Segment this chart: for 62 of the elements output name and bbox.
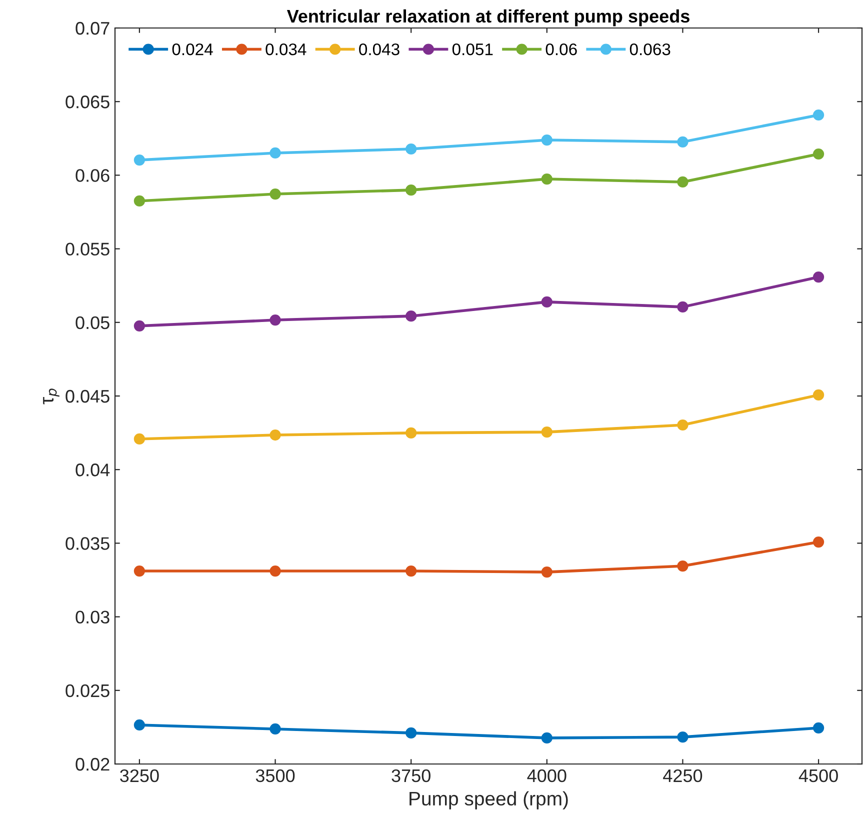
y-tick-label: 0.04 (76, 464, 110, 476)
point (406, 143, 417, 155)
point (541, 134, 552, 146)
point (134, 719, 146, 731)
legend-label: 0.06 (546, 43, 577, 56)
y-tick-label: 0.065 (66, 96, 110, 108)
point (541, 296, 552, 308)
y-tick-label: 0.025 (66, 684, 110, 698)
legend-label: 0.034 (266, 43, 306, 56)
x-tick-label: 3250 (120, 769, 159, 782)
point (406, 184, 417, 196)
point (541, 426, 552, 438)
legend-label: 0.024 (172, 43, 213, 56)
point (677, 301, 688, 312)
y-tick-label: 0.07 (76, 22, 110, 35)
point (270, 314, 281, 326)
point (812, 148, 824, 160)
x-tick-label: 4250 (663, 769, 702, 782)
y-tick-label: 0.045 (66, 390, 110, 403)
point (677, 136, 688, 148)
y-tick-label: 0.06 (76, 169, 110, 182)
chart-title: Ventricular relaxation at different pump speeds (286, 9, 690, 26)
point (270, 147, 281, 159)
y-tick-label: 0.055 (66, 242, 110, 256)
x-axis-title: Pump speed (rpm) (410, 791, 568, 810)
point (541, 732, 552, 744)
x-tick-label: 3500 (256, 769, 295, 782)
point (812, 536, 824, 548)
y-tick-label: 0.03 (76, 610, 110, 624)
point (134, 565, 146, 577)
x-tick-label: 4000 (527, 769, 566, 782)
point (134, 433, 146, 445)
point (134, 320, 146, 332)
point (677, 419, 688, 431)
point (812, 109, 824, 121)
point (406, 310, 417, 322)
point (677, 732, 688, 743)
point (541, 566, 552, 578)
point (406, 565, 417, 577)
point (541, 173, 552, 185)
point (134, 154, 146, 166)
point (406, 427, 417, 439)
x-tick-label: 3750 (392, 769, 430, 782)
legend-label: 0.051 (452, 43, 493, 56)
y-tick-label: 0.05 (76, 316, 110, 330)
y-tick-label: 0.035 (66, 537, 110, 550)
point (406, 727, 417, 738)
point (134, 195, 146, 207)
point (270, 188, 281, 200)
x-tick-label: 4500 (798, 769, 838, 782)
point (812, 722, 824, 734)
y-axis-title: τ$_{p}$ (43, 388, 60, 404)
legend-label: 0.063 (630, 43, 670, 56)
point (812, 389, 824, 401)
y-tick-label: 0.02 (76, 758, 110, 771)
point (270, 429, 281, 441)
point (270, 565, 281, 577)
point (812, 272, 824, 283)
legend-label: 0.043 (359, 43, 400, 56)
point (677, 176, 688, 188)
point (677, 560, 688, 572)
point (270, 723, 281, 735)
